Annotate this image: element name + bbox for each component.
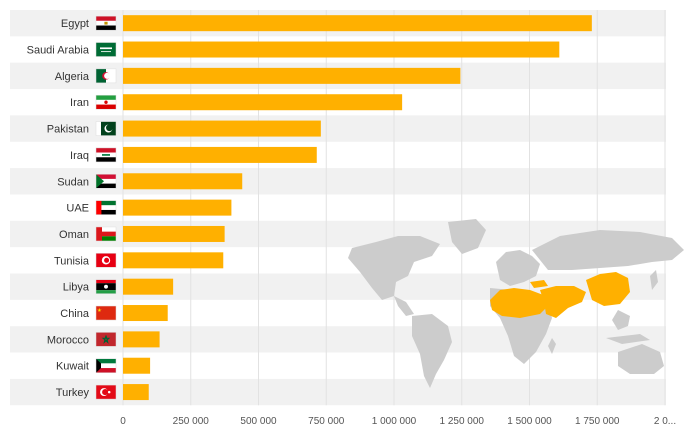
sudan-flag-icon xyxy=(95,174,117,189)
bar xyxy=(123,41,560,58)
category-label: Kuwait xyxy=(56,361,89,373)
category-label: Iraq xyxy=(70,150,89,162)
x-tick-label: 1 750 000 xyxy=(575,416,620,427)
x-tick-label: 0 xyxy=(120,416,126,427)
uae-flag-icon xyxy=(95,200,117,215)
category-label: Iran xyxy=(70,97,89,109)
category-label: Saudi Arabia xyxy=(27,45,90,57)
category-label: Oman xyxy=(59,229,89,241)
row-band xyxy=(10,378,666,406)
bar xyxy=(123,67,461,84)
category-label: Egypt xyxy=(61,18,89,30)
libya-flag-icon xyxy=(95,279,117,294)
x-tick-labels: 0 250 000 500 000 750 000 1 000 000 1 250 000… xyxy=(120,416,676,427)
x-tick-label: 750 000 xyxy=(308,416,345,427)
kuwait-flag-icon xyxy=(95,358,117,373)
pakistan-flag-icon xyxy=(95,121,117,136)
bar xyxy=(123,199,232,216)
saudi-arabia-flag-icon xyxy=(95,42,117,57)
bar xyxy=(123,331,160,348)
iraq-flag-icon xyxy=(95,147,117,163)
x-tick-label: 500 000 xyxy=(240,416,277,427)
bar xyxy=(123,305,168,322)
bar xyxy=(123,94,403,111)
bar xyxy=(123,15,592,32)
category-label: Libya xyxy=(63,282,90,294)
category-label: Turkey xyxy=(56,387,90,399)
bar xyxy=(123,225,225,242)
x-tick-label: 1 000 000 xyxy=(372,416,417,427)
china-flag-icon xyxy=(95,305,117,321)
category-label: China xyxy=(60,308,90,320)
category-labels: Egypt Saudi Arabia Algeria Iran Pakistan Iraq… xyxy=(27,18,90,399)
algeria-flag-icon xyxy=(95,68,117,84)
row-band xyxy=(10,168,666,195)
x-tick-label: 1 250 000 xyxy=(440,416,485,427)
flags xyxy=(95,15,117,400)
bars xyxy=(123,15,592,401)
category-label: Algeria xyxy=(55,71,90,83)
turkey-flag-icon xyxy=(95,384,117,400)
bar xyxy=(123,278,174,295)
x-tick-label: 2 0... xyxy=(654,416,676,427)
bar xyxy=(123,120,321,137)
category-label: Sudan xyxy=(57,176,89,188)
tunisia-flag-icon xyxy=(95,253,117,268)
morocco-flag-icon xyxy=(95,332,117,347)
category-label: Pakistan xyxy=(47,124,89,136)
egypt-flag-icon xyxy=(95,15,117,31)
bar xyxy=(123,173,243,190)
category-label: Tunisia xyxy=(54,255,90,267)
oman-flag-icon xyxy=(95,226,117,242)
x-tick-label: 1 500 000 xyxy=(507,416,552,427)
category-label: UAE xyxy=(66,203,89,215)
bar xyxy=(123,357,151,374)
row-band xyxy=(10,326,666,353)
bar xyxy=(123,384,149,401)
category-label: Morocco xyxy=(47,334,89,346)
iran-flag-icon xyxy=(95,94,117,110)
world-map-icon xyxy=(348,219,684,388)
x-tick-label: 250 000 xyxy=(173,416,210,427)
row-band xyxy=(10,115,666,142)
bar xyxy=(123,146,317,163)
bar xyxy=(123,252,224,269)
